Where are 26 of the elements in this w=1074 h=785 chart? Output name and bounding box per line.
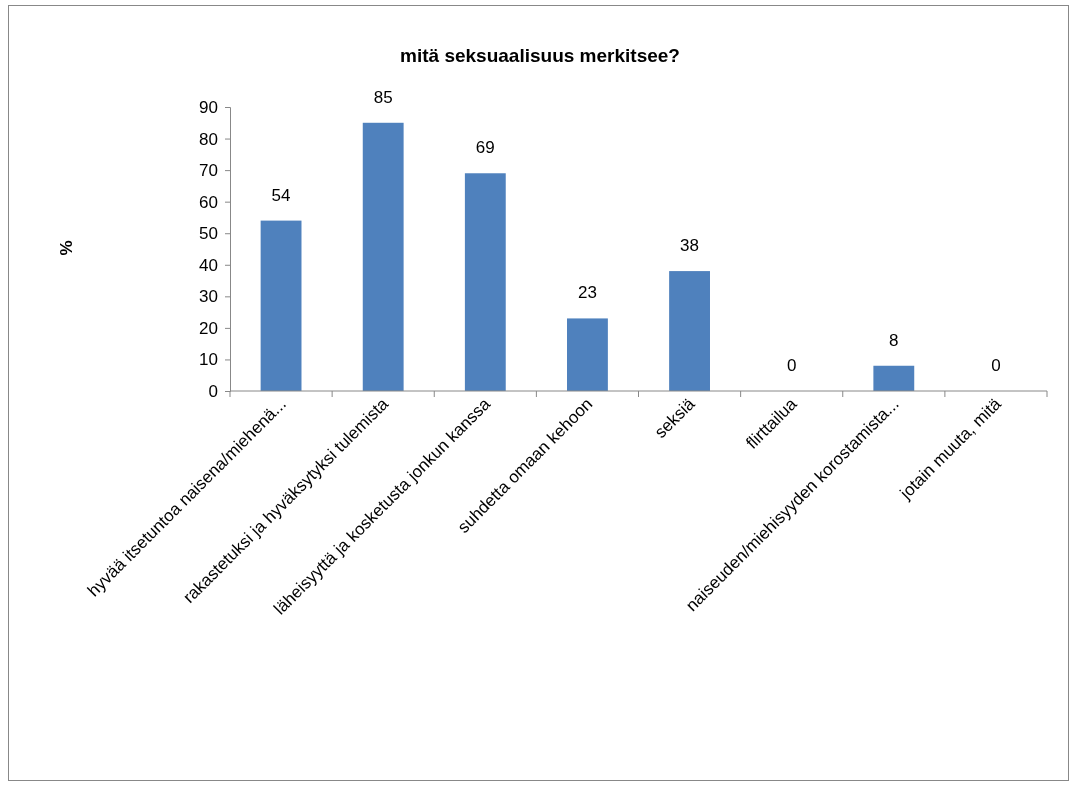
data-label: 85 xyxy=(373,87,393,107)
y-tick-label: 90 xyxy=(199,97,218,117)
y-tick-label: 50 xyxy=(199,224,218,244)
bar xyxy=(669,271,710,391)
data-label: 0 xyxy=(991,356,1001,375)
data-label: 0 xyxy=(786,356,797,375)
y-tick-label: 10 xyxy=(199,350,218,370)
bar xyxy=(362,122,404,391)
bar xyxy=(873,365,915,391)
y-tick-label: 30 xyxy=(199,287,218,307)
y-tick-label: 60 xyxy=(199,192,218,212)
y-tick-label: 20 xyxy=(199,318,218,338)
y-tick-label: 80 xyxy=(199,129,218,149)
chart-title: mitä seksuaalisuus merkitsee? xyxy=(400,45,680,66)
bar xyxy=(464,173,506,391)
bar xyxy=(567,318,608,391)
y-tick-label: 40 xyxy=(199,255,218,275)
y-tick-label: 70 xyxy=(199,161,218,181)
data-label: 23 xyxy=(577,283,597,303)
data-label: 69 xyxy=(475,138,495,158)
data-label: 38 xyxy=(680,236,700,256)
y-tick-label: 0 xyxy=(208,381,218,401)
data-label: 54 xyxy=(271,185,291,205)
y-axis-title: % xyxy=(57,240,76,256)
bar xyxy=(260,220,302,391)
data-label: 8 xyxy=(889,330,899,350)
